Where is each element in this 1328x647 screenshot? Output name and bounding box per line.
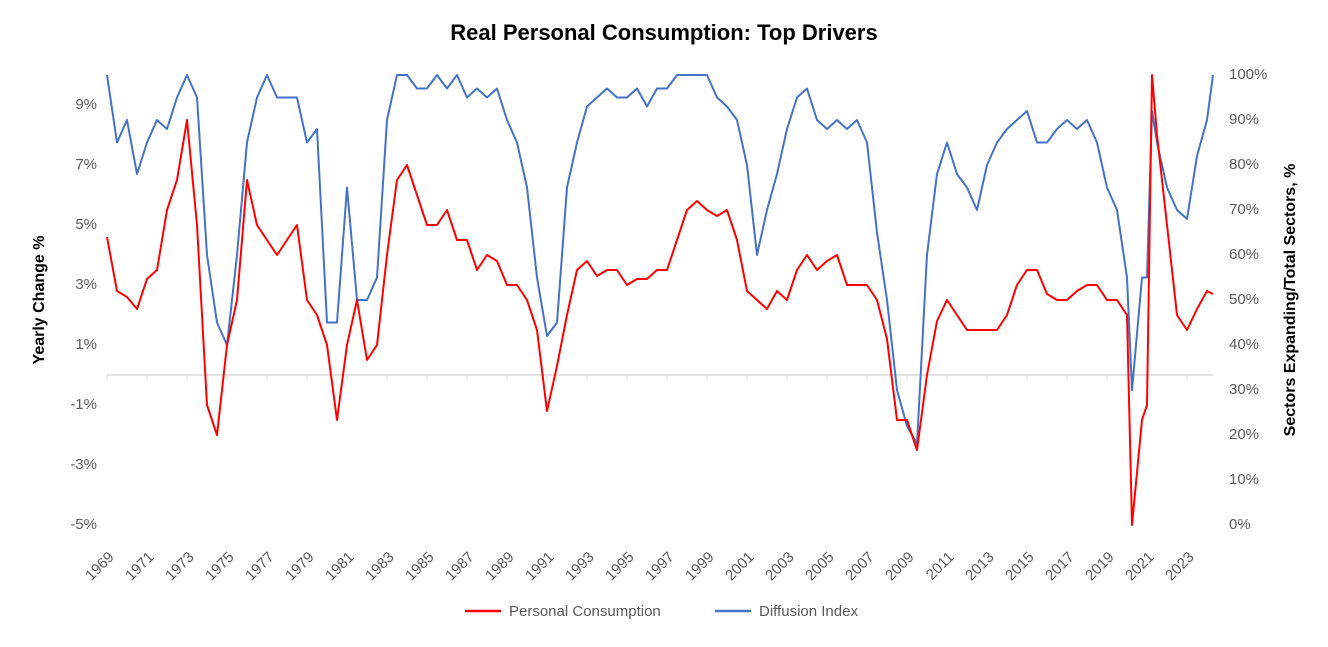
y-tick-label: 5%	[75, 216, 97, 233]
y2-tick-label: 30%	[1229, 381, 1259, 398]
x-tick-label: 2001	[722, 549, 758, 585]
x-tick-label: 1983	[362, 549, 398, 585]
x-tick-label: 2017	[1042, 549, 1078, 585]
x-tick-label: 1989	[482, 549, 518, 585]
x-tick-label: 2021	[1122, 549, 1158, 585]
x-tick-label: 2023	[1162, 549, 1198, 585]
y-tick-label: 1%	[75, 336, 97, 353]
y2-tick-label: 60%	[1229, 246, 1259, 263]
series-line	[106, 74, 1214, 526]
chart-title: Real Personal Consumption: Top Drivers	[450, 20, 877, 45]
x-tick-label: 1997	[642, 549, 678, 585]
y2-tick-label: 20%	[1229, 426, 1259, 443]
x-tick-label: 1985	[402, 549, 438, 585]
x-tick-label: 1977	[242, 549, 278, 585]
x-tick-label: 2013	[962, 549, 998, 585]
y2-tick-label: 100%	[1229, 66, 1267, 83]
y2-tick-label: 10%	[1229, 471, 1259, 488]
y-tick-label: -3%	[70, 456, 97, 473]
x-tick-label: 1981	[322, 549, 358, 585]
y2-tick-label: 40%	[1229, 336, 1259, 353]
y2-tick-label: 80%	[1229, 156, 1259, 173]
y-tick-label: 3%	[75, 276, 97, 293]
y-axis-title: Yearly Change %	[31, 236, 48, 365]
x-tick-label: 1979	[282, 549, 318, 585]
y2-tick-label: 0%	[1229, 516, 1251, 533]
legend-label: Diffusion Index	[759, 603, 858, 620]
y-tick-label: 7%	[75, 156, 97, 173]
x-tick-label: 1971	[122, 549, 158, 585]
x-tick-label: 1969	[82, 549, 118, 585]
x-tick-label: 2003	[762, 549, 798, 585]
series-line	[106, 74, 1214, 445]
x-tick-label: 1993	[562, 549, 598, 585]
x-tick-label: 1999	[682, 549, 718, 585]
x-tick-label: 2009	[882, 549, 918, 585]
x-tick-label: 1991	[522, 549, 558, 585]
x-tick-label: 2015	[1002, 549, 1038, 585]
y-tick-label: 9%	[75, 96, 97, 113]
y2-tick-label: 50%	[1229, 291, 1259, 308]
legend-label: Personal Consumption	[509, 603, 661, 620]
x-tick-label: 1995	[602, 549, 638, 585]
y2-axis-title: Sectors Expanding/Total Sectors, %	[1282, 164, 1299, 437]
y2-tick-label: 90%	[1229, 111, 1259, 128]
x-tick-label: 1987	[442, 549, 478, 585]
x-tick-label: 1975	[202, 549, 238, 585]
x-tick-label: 1973	[162, 549, 198, 585]
x-tick-label: 2005	[802, 549, 838, 585]
y-tick-label: -5%	[70, 516, 97, 533]
x-tick-label: 2007	[842, 549, 878, 585]
y-tick-label: -1%	[70, 396, 97, 413]
x-tick-label: 2019	[1082, 549, 1118, 585]
y2-tick-label: 70%	[1229, 201, 1259, 218]
x-tick-label: 2011	[923, 549, 958, 584]
